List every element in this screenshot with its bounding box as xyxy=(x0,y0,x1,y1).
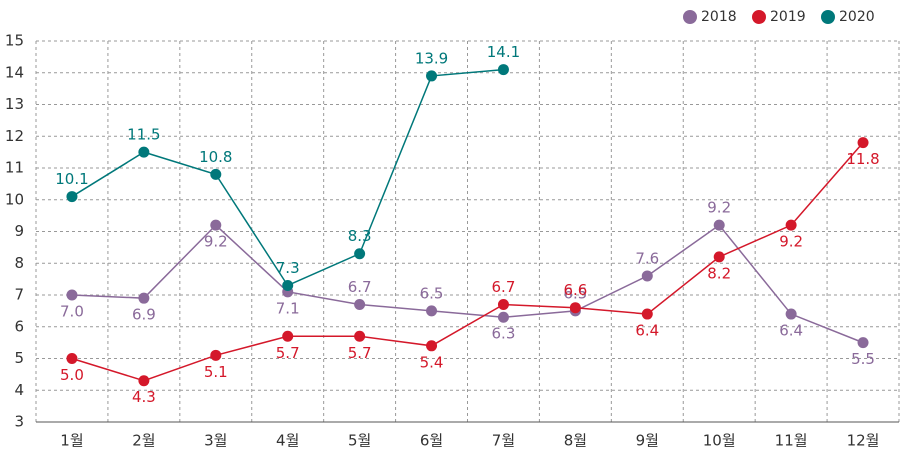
x-tick-label: 4월 xyxy=(276,432,299,450)
data-label: 9.2 xyxy=(204,233,228,251)
y-tick-label: 4 xyxy=(14,381,24,399)
data-label: 4.3 xyxy=(132,388,156,406)
legend-marker xyxy=(683,10,697,24)
data-point xyxy=(354,330,366,342)
data-label: 7.0 xyxy=(60,303,84,321)
data-point xyxy=(138,292,150,304)
data-point xyxy=(138,146,150,158)
data-point xyxy=(641,308,653,320)
data-label: 6.5 xyxy=(420,284,444,302)
x-tick-label: 11월 xyxy=(775,432,808,450)
data-point xyxy=(785,308,797,320)
data-point xyxy=(497,64,509,76)
data-label: 5.0 xyxy=(60,366,84,384)
data-point xyxy=(569,302,581,314)
legend-marker xyxy=(821,10,835,24)
data-label: 6.4 xyxy=(779,322,803,340)
data-point xyxy=(641,270,653,282)
x-tick-label: 3월 xyxy=(204,432,227,450)
data-label: 10.1 xyxy=(55,170,88,188)
data-label: 11.5 xyxy=(127,126,160,144)
data-label: 6.6 xyxy=(563,281,587,299)
data-label: 5.4 xyxy=(420,353,444,371)
data-point xyxy=(210,168,222,180)
data-point xyxy=(713,219,725,231)
y-tick-label: 5 xyxy=(14,349,24,367)
y-tick-label: 9 xyxy=(14,222,24,240)
data-label: 6.7 xyxy=(348,278,372,296)
legend-label: 2020 xyxy=(839,9,875,25)
x-tick-label: 7월 xyxy=(492,432,515,450)
data-label: 5.1 xyxy=(204,363,228,381)
y-tick-label: 14 xyxy=(5,63,24,81)
data-point xyxy=(497,311,509,323)
data-point xyxy=(426,70,438,82)
data-label: 6.7 xyxy=(492,278,516,296)
data-point xyxy=(138,375,150,387)
data-label: 13.9 xyxy=(415,49,448,67)
data-point xyxy=(497,299,509,311)
data-label: 6.5 xyxy=(563,284,587,302)
data-label: 5.7 xyxy=(348,344,372,362)
y-tick-label: 7 xyxy=(14,286,24,304)
data-point xyxy=(66,289,78,301)
data-label: 8.3 xyxy=(348,227,372,245)
data-point xyxy=(785,219,797,231)
x-tick-label: 8월 xyxy=(564,432,587,450)
data-point xyxy=(857,337,869,349)
y-tick-label: 13 xyxy=(5,95,24,113)
y-tick-label: 8 xyxy=(14,254,24,272)
x-tick-label: 1월 xyxy=(60,432,83,450)
data-label: 14.1 xyxy=(487,43,520,61)
y-tick-label: 10 xyxy=(5,190,24,208)
data-label: 9.2 xyxy=(707,199,731,217)
data-label: 7.1 xyxy=(276,299,300,317)
legend-marker xyxy=(752,10,766,24)
data-label: 8.2 xyxy=(707,264,731,282)
legend-label: 2019 xyxy=(770,9,806,25)
x-tick-label: 10월 xyxy=(703,432,736,450)
data-label: 7.3 xyxy=(276,259,300,277)
data-point xyxy=(282,330,294,342)
data-label: 5.5 xyxy=(851,350,875,368)
y-tick-label: 3 xyxy=(14,413,24,431)
data-label: 9.2 xyxy=(779,233,803,251)
y-tick-label: 12 xyxy=(5,127,24,145)
data-label: 10.8 xyxy=(199,148,232,166)
data-point xyxy=(66,353,78,364)
x-tick-label: 5월 xyxy=(348,432,371,450)
data-label: 6.9 xyxy=(132,306,156,324)
x-tick-label: 6월 xyxy=(420,432,443,450)
x-tick-label: 2월 xyxy=(132,432,155,450)
data-point xyxy=(66,191,78,203)
series-line xyxy=(71,68,504,287)
data-label: 6.4 xyxy=(635,322,659,340)
data-point xyxy=(210,349,222,361)
x-tick-label: 12월 xyxy=(847,432,880,450)
legend-label: 2018 xyxy=(701,9,737,25)
data-point xyxy=(713,251,725,263)
series-line xyxy=(71,142,864,382)
data-point xyxy=(282,279,294,291)
data-label: 5.7 xyxy=(276,344,300,362)
data-point xyxy=(354,248,366,260)
y-tick-label: 6 xyxy=(14,317,24,335)
data-point xyxy=(354,299,366,311)
data-label: 7.6 xyxy=(635,249,659,267)
data-label: 11.8 xyxy=(846,150,879,168)
data-point xyxy=(210,219,222,231)
y-tick-label: 11 xyxy=(5,159,24,177)
data-point xyxy=(426,340,438,352)
x-tick-label: 9월 xyxy=(636,432,659,450)
series-line xyxy=(71,224,864,344)
y-tick-label: 15 xyxy=(5,32,24,50)
data-label: 6.3 xyxy=(492,325,516,343)
data-point xyxy=(857,137,869,149)
data-point xyxy=(426,305,438,317)
